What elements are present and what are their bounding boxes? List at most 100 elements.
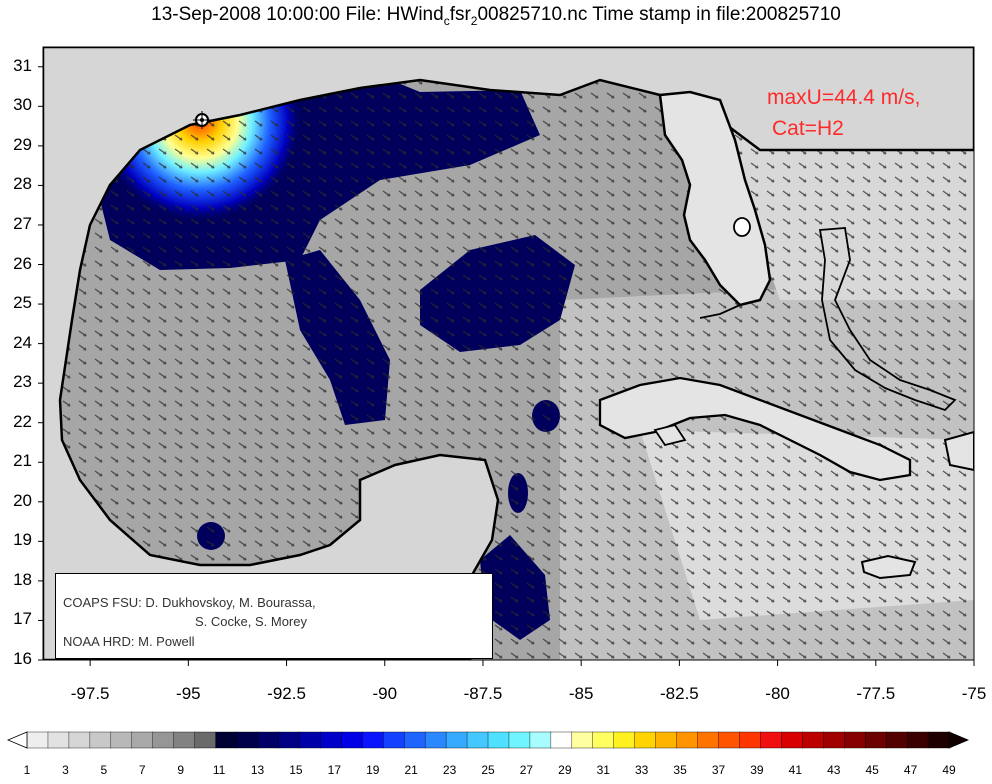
colorbar-swatch bbox=[320, 731, 343, 749]
colorbar-swatch bbox=[341, 731, 364, 749]
florida-peninsula bbox=[658, 90, 772, 307]
colorbar-tick-label: 25 bbox=[481, 763, 495, 777]
colorbar-tick-label: 41 bbox=[788, 763, 802, 777]
lon-tick-label: -95 bbox=[176, 684, 201, 703]
colorbar-tick-label: 3 bbox=[62, 763, 69, 777]
title-prefix: 13-Sep-2008 10:00:00 File: HWind bbox=[151, 4, 444, 25]
colorbar-swatch bbox=[676, 731, 699, 749]
colorbar-swatch bbox=[89, 731, 112, 749]
lat-tick-label: 17 bbox=[13, 609, 32, 629]
colorbar-tick-label: 49 bbox=[942, 763, 956, 777]
lat-tick-label: 19 bbox=[13, 530, 32, 550]
colorbar-high-arrow bbox=[948, 731, 970, 749]
colorbar-swatch bbox=[194, 731, 217, 749]
colorbar-swatch bbox=[487, 731, 510, 749]
title-mid: fsr bbox=[449, 4, 471, 25]
wind-speed-colorbar bbox=[6, 731, 970, 749]
colorbar-swatch bbox=[236, 731, 259, 749]
colorbar-tick-label: 15 bbox=[289, 763, 303, 777]
colorbar-swatch bbox=[844, 731, 866, 749]
colorbar-swatch bbox=[823, 731, 846, 749]
colorbar-swatch bbox=[655, 731, 678, 749]
lon-tick-label: -77.5 bbox=[856, 684, 896, 703]
credits-line-1: COAPS FSU: D. Dukhovskoy, M. Bourassa, bbox=[63, 595, 316, 610]
colorbar-tick-label: 21 bbox=[404, 763, 418, 777]
colorbar-swatch bbox=[802, 731, 825, 749]
colorbar-swatch bbox=[47, 731, 70, 749]
max-wind-label: maxU=44.4 m/s, bbox=[767, 86, 921, 109]
lon-tick-label: -92.5 bbox=[267, 684, 306, 703]
colorbar-swatch bbox=[634, 731, 657, 749]
lat-tick-label: 21 bbox=[13, 451, 32, 471]
lat-tick-label: 29 bbox=[13, 134, 32, 154]
colorbar-swatch bbox=[26, 731, 49, 749]
lon-tick-label: -87.5 bbox=[463, 684, 503, 703]
lat-tick-label: 23 bbox=[13, 372, 32, 392]
colorbar-tick-label: 27 bbox=[519, 763, 534, 777]
map-title: 13-Sep-2008 10:00:00 File: HWindcfsr2008… bbox=[0, 4, 992, 28]
lon-tick-label: -97.5 bbox=[70, 684, 110, 703]
colorbar-swatch bbox=[278, 731, 301, 749]
title-subscript: c bbox=[443, 13, 450, 28]
lon-tick-label: -90 bbox=[372, 684, 398, 703]
colorbar-swatch bbox=[466, 731, 489, 749]
colorbar-tick-label: 1 bbox=[23, 763, 31, 777]
colorbar-tick-label: 35 bbox=[673, 763, 687, 777]
storm-stats: maxU=44.4 m/s, Cat=H2 bbox=[767, 82, 920, 144]
lat-tick-label: 31 bbox=[13, 55, 32, 75]
lon-tick-label: -82.5 bbox=[660, 684, 699, 703]
colorbar-tick-label: 29 bbox=[558, 763, 572, 777]
colorbar-tick-label: 7 bbox=[138, 763, 146, 777]
colorbar-swatch bbox=[718, 731, 741, 749]
colorbar-tick-label: 19 bbox=[366, 763, 380, 777]
lat-tick-label: 16 bbox=[13, 649, 32, 668]
bahamas-islands bbox=[818, 227, 957, 412]
colorbar-tick-label: 13 bbox=[250, 763, 265, 777]
colorbar-swatch bbox=[760, 731, 783, 749]
colorbar-tick-label: 39 bbox=[750, 763, 764, 777]
colorbar-swatch bbox=[697, 731, 720, 749]
colorbar-swatch bbox=[68, 731, 91, 749]
colorbar-swatch bbox=[257, 731, 280, 749]
credits-line-3: NOAA HRD: M. Powell bbox=[63, 634, 195, 649]
colorbar-tick-label: 47 bbox=[903, 763, 918, 777]
credits-box: COAPS FSU: D. Dukhovskoy, M. Bourassa, S… bbox=[55, 573, 493, 659]
colorbar-swatch bbox=[529, 731, 552, 749]
colorbar-swatch bbox=[403, 731, 426, 749]
lat-tick-label: 25 bbox=[13, 293, 32, 313]
colorbar-swatch bbox=[215, 731, 238, 749]
colorbar-swatch bbox=[592, 731, 615, 749]
colorbar-swatch bbox=[864, 731, 887, 749]
colorbar-swatch bbox=[571, 731, 594, 749]
colorbar-swatch bbox=[362, 731, 385, 749]
colorbar-tick-label: 9 bbox=[177, 763, 184, 777]
jamaica-island bbox=[860, 554, 917, 580]
colorbar-swatch bbox=[613, 731, 636, 749]
lake-okeechobee bbox=[733, 217, 751, 237]
colorbar-swatch bbox=[550, 731, 573, 749]
lat-tick-label: 26 bbox=[13, 253, 32, 273]
colorbar-swatch bbox=[424, 731, 447, 749]
colorbar-swatch bbox=[173, 731, 196, 749]
lat-tick-label: 24 bbox=[13, 332, 32, 352]
category-label: Cat=H2 bbox=[772, 117, 844, 140]
colorbar-swatch bbox=[927, 731, 950, 749]
colorbar-swatch bbox=[383, 731, 405, 749]
isle-of-youth bbox=[653, 423, 687, 447]
colorbar-swatch bbox=[445, 731, 468, 749]
colorbar-swatch bbox=[885, 731, 908, 749]
colorbar-swatch bbox=[299, 731, 322, 749]
lon-tick-label: -85 bbox=[568, 684, 594, 703]
colorbar-swatch bbox=[152, 731, 175, 749]
colorbar-tick-label: 33 bbox=[634, 763, 649, 777]
colorbar-low-arrow bbox=[6, 731, 28, 749]
colorbar-swatch bbox=[131, 731, 154, 749]
colorbar-tick-label: 11 bbox=[212, 763, 226, 777]
lat-tick-label: 28 bbox=[13, 174, 32, 194]
lon-tick-label: -75 bbox=[961, 684, 987, 703]
title-subscript-2: 2 bbox=[470, 13, 478, 28]
florida-keys bbox=[699, 304, 741, 319]
colorbar-swatch bbox=[781, 731, 804, 749]
lat-tick-label: 27 bbox=[13, 213, 32, 233]
